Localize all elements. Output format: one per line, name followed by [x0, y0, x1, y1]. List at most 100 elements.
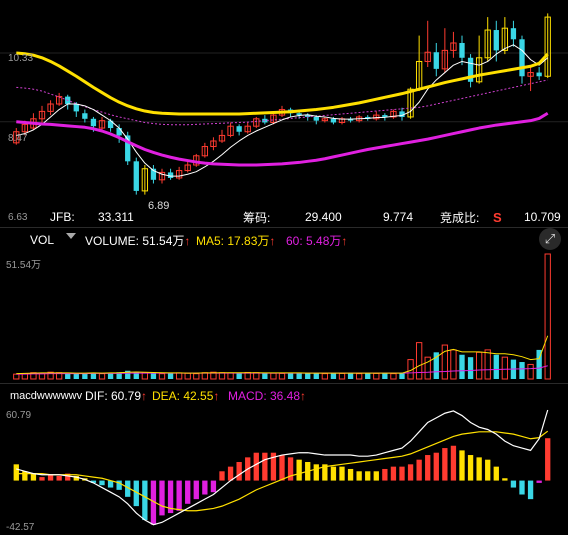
macd-bar — [185, 480, 191, 504]
price-axis-mid: 8.47 — [8, 133, 28, 144]
volume-bar — [365, 373, 371, 379]
candle-body — [321, 118, 329, 122]
volume-bar — [270, 372, 277, 380]
candle-body — [433, 52, 439, 69]
volume-bar — [338, 372, 346, 380]
candle-body — [125, 135, 131, 162]
macd-bar — [442, 448, 448, 481]
macd-bar — [47, 474, 54, 481]
macd-bar — [262, 452, 268, 481]
volume-chart[interactable] — [0, 252, 568, 382]
candle-body — [536, 72, 542, 77]
volume-bar — [236, 373, 242, 379]
jfb-key: JFB: — [50, 210, 75, 224]
candle-body — [424, 51, 431, 62]
arrow-up-icon: ↑ — [184, 233, 191, 248]
macd-bar — [116, 480, 122, 490]
candle-body — [90, 118, 97, 127]
macd-bar — [90, 480, 97, 483]
candle-body — [475, 57, 483, 83]
macd-bar — [390, 466, 397, 481]
candle-body — [493, 30, 499, 51]
volume-bar — [347, 372, 354, 379]
volume-bar — [373, 372, 380, 380]
candle-body — [38, 110, 46, 120]
macd-bar — [373, 471, 379, 481]
candle-body — [399, 111, 405, 117]
volume-bar — [544, 253, 551, 380]
macd-chart[interactable] — [0, 406, 568, 534]
macd-bar — [527, 480, 534, 500]
candle-body — [218, 134, 226, 142]
volume-indicator-name[interactable]: VOL — [30, 233, 55, 247]
macd-bar — [270, 452, 277, 481]
volume-ma60: 60: 5.48万 — [286, 233, 342, 248]
chevron-down-icon[interactable] — [66, 233, 76, 239]
candle-body — [201, 146, 209, 157]
candle-body — [21, 123, 29, 133]
candle-body — [150, 168, 157, 180]
divider-2 — [0, 383, 568, 384]
volume-bar — [150, 373, 157, 379]
candle-body — [73, 104, 79, 112]
macd-bar — [193, 480, 199, 500]
macd-bar — [476, 457, 482, 481]
candle-body — [347, 118, 354, 121]
volume-bar — [321, 373, 329, 380]
volume-bar — [175, 372, 183, 380]
candle-body — [313, 116, 319, 121]
expand-icon[interactable]: ⤢ — [539, 228, 561, 250]
macd-bar — [407, 464, 414, 481]
macd-axis-bottom: -42.57 — [6, 522, 35, 533]
dif-line — [16, 409, 549, 526]
volume-axis-top: 51.54万 — [6, 260, 42, 271]
candle-body — [305, 115, 311, 117]
volume-bar — [65, 372, 71, 379]
candle-body — [141, 168, 149, 192]
macd-bar — [30, 473, 37, 481]
price-axis-bottom: 6.63 — [8, 212, 28, 223]
candle-body — [47, 103, 54, 112]
macd-bar — [236, 462, 242, 481]
macd-bar — [459, 450, 465, 481]
macd-bar — [125, 480, 131, 497]
arrow-up-icon: ↑ — [269, 233, 276, 248]
macd-bar — [425, 455, 431, 481]
candle-body — [184, 164, 191, 172]
volume-bar — [484, 349, 491, 380]
volume-bar — [227, 372, 234, 380]
macd-indicator-name[interactable]: macdwwwwwv — [10, 390, 83, 402]
volume-bar — [450, 349, 457, 380]
macd-bar — [107, 480, 114, 488]
macd-bar — [99, 480, 105, 486]
macd-bar — [322, 464, 328, 481]
price-axis-top: 10.33 — [8, 53, 34, 64]
candle-body — [459, 42, 465, 58]
candle-body — [296, 113, 302, 116]
macd-bar — [365, 471, 371, 481]
volume-bar — [47, 371, 54, 380]
macd-bar — [22, 471, 28, 481]
macd-bar — [227, 466, 234, 481]
arrow-up-icon: ↑ — [300, 389, 307, 403]
macd-bar — [416, 459, 422, 481]
macd-bar — [56, 475, 62, 481]
jfb-value: 33.311 — [98, 210, 134, 224]
ma-white-line — [16, 44, 549, 177]
volume-header: VOL VOLUME: 51.54万↑ MA5: 17.83万↑ 60: 5.4… — [0, 228, 568, 251]
volume-bar — [193, 373, 200, 380]
volume-bar — [98, 373, 106, 380]
volume-bar — [536, 349, 542, 379]
candle-body — [210, 140, 217, 148]
dif-value: DIF: 60.79 — [85, 389, 142, 403]
macd-bar — [519, 480, 525, 495]
macd-bar — [450, 445, 457, 481]
ma-dotted-line — [16, 79, 548, 126]
candle-body — [175, 170, 183, 179]
candle-body — [390, 110, 397, 118]
volume-ma5: MA5: 17.83万 — [196, 233, 270, 248]
kline-chart[interactable] — [0, 0, 568, 205]
candle-body — [158, 171, 166, 181]
candle-body — [441, 49, 449, 70]
volume-bar — [278, 372, 286, 380]
